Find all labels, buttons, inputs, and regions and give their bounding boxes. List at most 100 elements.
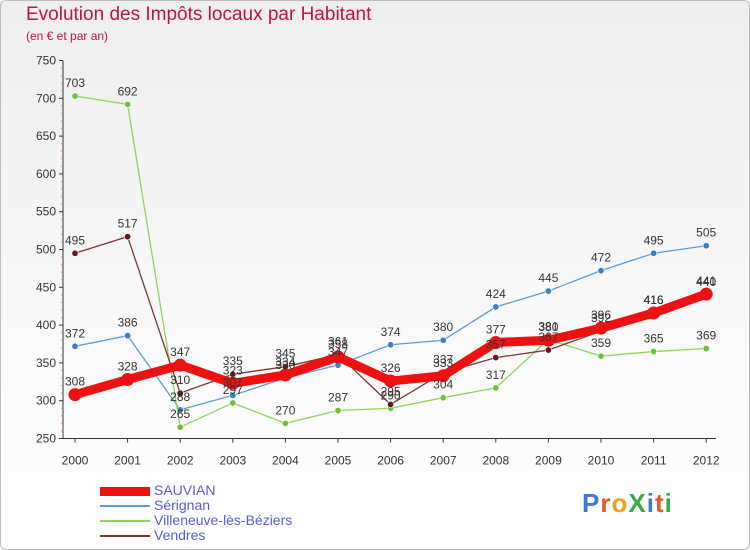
data-point <box>702 242 710 250</box>
data-label: 692 <box>118 84 138 98</box>
data-point <box>597 267 605 275</box>
data-point <box>489 335 503 349</box>
legend-label: SAUVIAN <box>154 482 216 498</box>
data-point <box>68 388 82 402</box>
data-label: 416 <box>644 293 664 307</box>
x-tick-label: 2001 <box>114 454 141 468</box>
data-label: 330 <box>275 358 295 372</box>
x-tick-label: 2005 <box>325 454 352 468</box>
y-tick-label: 750 <box>36 54 56 68</box>
data-point <box>331 350 345 364</box>
data-point <box>229 391 237 399</box>
legend-swatch <box>100 535 150 537</box>
data-point <box>541 333 555 347</box>
legend-label: Vendres <box>154 527 206 543</box>
data-label: 505 <box>696 226 716 240</box>
data-label: 333 <box>433 356 453 370</box>
chart-title: Evolution des Impôts locaux par Habitant <box>26 4 372 25</box>
data-point <box>173 358 187 372</box>
y-tick-label: 600 <box>36 167 56 181</box>
data-point <box>544 346 552 354</box>
data-label: 357 <box>486 338 506 352</box>
y-tick-label: 450 <box>36 280 56 294</box>
logo-letter: o <box>611 488 629 518</box>
data-label: 396 <box>591 308 611 322</box>
data-point <box>71 342 79 350</box>
legend-swatch <box>100 486 150 496</box>
data-point <box>71 92 79 100</box>
legend-label: Sérignan <box>154 497 211 513</box>
data-point <box>176 423 184 431</box>
data-label: 440 <box>696 275 716 289</box>
data-label: 392 <box>591 311 611 325</box>
legend-swatch <box>100 520 150 522</box>
y-tick-label: 500 <box>36 243 56 257</box>
data-label: 290 <box>381 388 401 402</box>
data-point <box>176 389 184 397</box>
data-label: 265 <box>170 407 190 421</box>
x-tick-label: 2006 <box>377 454 404 468</box>
data-label: 345 <box>275 347 295 361</box>
data-label: 424 <box>486 287 506 301</box>
data-label: 380 <box>538 320 558 334</box>
data-label: 416 <box>644 293 664 307</box>
data-label: 287 <box>328 391 348 405</box>
data-point <box>71 249 79 257</box>
data-label: 334 <box>275 355 295 369</box>
y-tick-label: 400 <box>36 318 56 332</box>
proxiti-logo: ProXiti <box>582 488 673 519</box>
data-label: 347 <box>328 345 348 359</box>
x-tick-label: 2004 <box>272 454 299 468</box>
data-label: 472 <box>591 251 611 265</box>
logo-letter: t <box>654 488 665 518</box>
data-label: 369 <box>696 329 716 343</box>
data-label: 337 <box>433 353 453 367</box>
data-point <box>650 249 658 257</box>
data-point <box>439 336 447 344</box>
data-label: 361 <box>328 335 348 349</box>
data-label: 304 <box>433 378 453 392</box>
data-point <box>124 100 132 108</box>
data-label: 328 <box>118 360 138 374</box>
data-point <box>278 368 292 382</box>
data-point <box>492 354 500 362</box>
data-point <box>594 321 608 335</box>
y-tick-label: 650 <box>36 129 56 143</box>
x-tick-label: 2009 <box>535 454 562 468</box>
data-point <box>387 400 395 408</box>
data-label: 358 <box>328 337 348 351</box>
y-tick-label: 550 <box>36 205 56 219</box>
legend-label: Villeneuve-lès-Béziers <box>154 512 293 528</box>
data-label: 374 <box>381 325 401 339</box>
data-point <box>492 303 500 311</box>
data-label: 297 <box>223 383 243 397</box>
data-point <box>597 352 605 360</box>
data-label: 495 <box>644 233 664 247</box>
data-point <box>124 332 132 340</box>
x-tick-label: 2008 <box>482 454 509 468</box>
legend-swatch <box>100 505 150 507</box>
data-label: 288 <box>170 390 190 404</box>
data-point <box>121 373 135 387</box>
logo-letter: r <box>600 488 612 518</box>
x-tick-label: 2011 <box>641 454 667 468</box>
data-point <box>492 384 500 392</box>
data-label: 495 <box>65 233 85 247</box>
x-tick-label: 2012 <box>693 454 720 468</box>
data-label: 377 <box>486 322 506 336</box>
logo-letter: P <box>582 488 601 518</box>
data-label: 347 <box>170 345 190 359</box>
y-tick-label: 350 <box>36 356 56 370</box>
data-point <box>281 419 289 427</box>
data-point <box>229 399 237 407</box>
data-point <box>384 374 398 388</box>
data-point <box>436 369 450 383</box>
data-label: 517 <box>118 217 138 231</box>
data-label: 326 <box>381 361 401 375</box>
data-label: 703 <box>65 76 85 90</box>
data-label: 381 <box>538 319 558 333</box>
x-tick-label: 2000 <box>62 454 89 468</box>
data-label: 372 <box>65 326 85 340</box>
